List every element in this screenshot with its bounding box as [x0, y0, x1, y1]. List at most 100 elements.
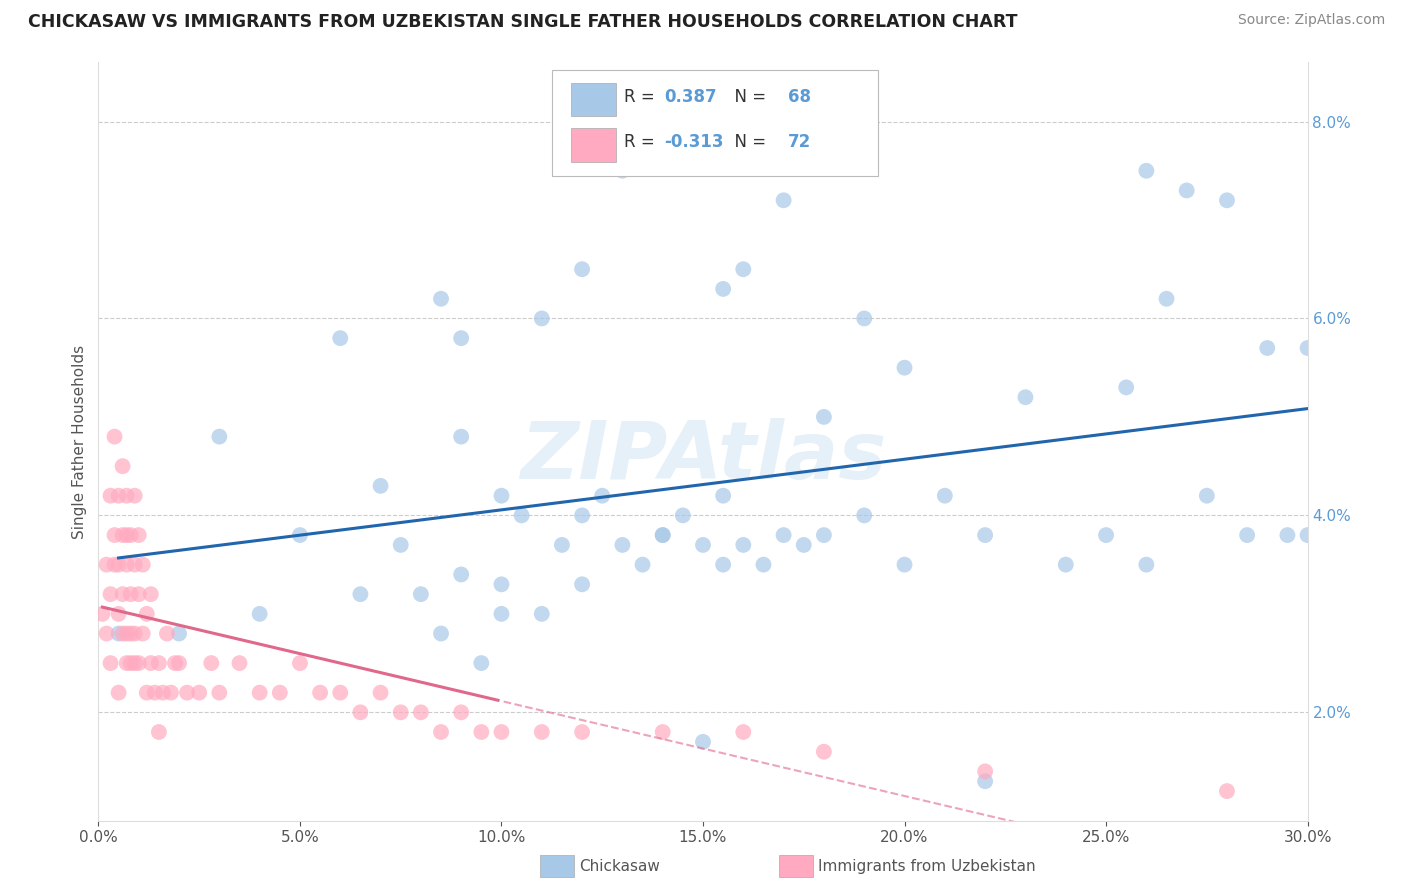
- Point: [107, 685, 129, 699]
- Point: [409, 706, 432, 720]
- Point: [651, 528, 673, 542]
- Text: 68: 68: [787, 87, 811, 105]
- Point: [510, 508, 533, 523]
- Point: [103, 558, 125, 572]
- Point: [793, 538, 815, 552]
- Point: [491, 577, 513, 591]
- Point: [156, 626, 179, 640]
- Point: [1216, 784, 1239, 798]
- Point: [139, 587, 162, 601]
- Point: [1296, 528, 1319, 542]
- Point: [551, 538, 574, 552]
- Point: [370, 479, 392, 493]
- Point: [612, 163, 634, 178]
- Point: [772, 528, 794, 542]
- Point: [491, 607, 513, 621]
- Point: [128, 528, 150, 542]
- Point: [450, 567, 472, 582]
- Text: 72: 72: [787, 133, 811, 151]
- Text: Chickasaw: Chickasaw: [579, 859, 661, 873]
- Point: [124, 558, 146, 572]
- Point: [470, 725, 492, 739]
- Text: CHICKASAW VS IMMIGRANTS FROM UZBEKISTAN SINGLE FATHER HOUSEHOLDS CORRELATION CHA: CHICKASAW VS IMMIGRANTS FROM UZBEKISTAN …: [28, 13, 1018, 31]
- Point: [349, 706, 371, 720]
- Point: [733, 538, 755, 552]
- Point: [571, 577, 593, 591]
- Point: [711, 282, 734, 296]
- Point: [651, 725, 673, 739]
- Point: [813, 528, 835, 542]
- Point: [148, 656, 170, 670]
- Y-axis label: Single Father Households: Single Father Households: [72, 344, 87, 539]
- Point: [176, 685, 198, 699]
- Text: Immigrants from Uzbekistan: Immigrants from Uzbekistan: [818, 859, 1036, 873]
- Point: [349, 587, 371, 601]
- Point: [100, 656, 122, 670]
- Point: [772, 194, 794, 208]
- Point: [893, 360, 915, 375]
- Point: [249, 607, 271, 621]
- Point: [813, 409, 835, 424]
- Point: [107, 626, 129, 640]
- Point: [200, 656, 222, 670]
- Point: [132, 626, 155, 640]
- Point: [309, 685, 332, 699]
- Point: [591, 489, 613, 503]
- Point: [135, 685, 157, 699]
- Point: [974, 764, 997, 779]
- Point: [571, 262, 593, 277]
- Point: [103, 429, 125, 443]
- Point: [288, 656, 311, 670]
- Point: [111, 528, 134, 542]
- Point: [409, 587, 432, 601]
- Point: [974, 774, 997, 789]
- Point: [934, 489, 956, 503]
- Point: [631, 558, 654, 572]
- Point: [228, 656, 250, 670]
- Point: [491, 725, 513, 739]
- Point: [530, 311, 553, 326]
- Point: [132, 558, 155, 572]
- Point: [188, 685, 211, 699]
- Point: [1095, 528, 1118, 542]
- Point: [111, 626, 134, 640]
- Point: [571, 725, 593, 739]
- Point: [160, 685, 183, 699]
- Point: [135, 607, 157, 621]
- Point: [124, 626, 146, 640]
- Text: R =: R =: [624, 133, 661, 151]
- Point: [120, 528, 142, 542]
- Point: [115, 656, 138, 670]
- Point: [853, 311, 876, 326]
- Point: [128, 587, 150, 601]
- Point: [115, 489, 138, 503]
- Point: [269, 685, 291, 699]
- Point: [430, 725, 453, 739]
- Point: [208, 429, 231, 443]
- Point: [1256, 341, 1278, 355]
- Point: [893, 558, 915, 572]
- Point: [96, 558, 118, 572]
- Point: [96, 626, 118, 640]
- Point: [167, 656, 190, 670]
- Point: [111, 587, 134, 601]
- Text: Source: ZipAtlas.com: Source: ZipAtlas.com: [1237, 13, 1385, 28]
- Text: 0.387: 0.387: [664, 87, 717, 105]
- Point: [450, 429, 472, 443]
- Point: [91, 607, 114, 621]
- Point: [139, 656, 162, 670]
- Point: [733, 725, 755, 739]
- Point: [853, 508, 876, 523]
- Point: [612, 538, 634, 552]
- Point: [124, 489, 146, 503]
- Text: ZIPAtlas: ZIPAtlas: [520, 417, 886, 496]
- Text: R =: R =: [624, 87, 661, 105]
- Point: [115, 626, 138, 640]
- Point: [120, 626, 142, 640]
- Point: [711, 489, 734, 503]
- Point: [651, 528, 673, 542]
- Text: -0.313: -0.313: [664, 133, 724, 151]
- Point: [692, 735, 714, 749]
- FancyBboxPatch shape: [551, 70, 879, 177]
- Point: [733, 262, 755, 277]
